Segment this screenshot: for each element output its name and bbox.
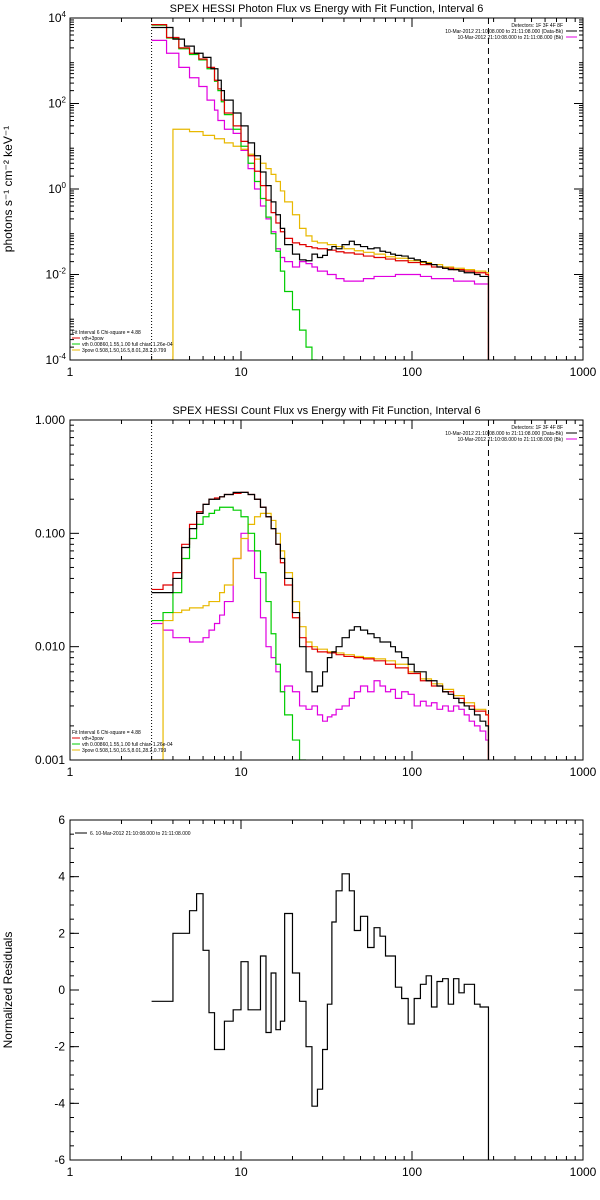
x-tick-label: 10 — [234, 765, 248, 779]
x-tick-label: 100 — [402, 1165, 422, 1179]
y-tick-label: 10-4 — [46, 352, 67, 367]
x-tick-label: 1000 — [570, 1165, 597, 1179]
chart-title: SPEX HESSI Count Flux vs Energy with Fit… — [172, 405, 480, 417]
x-tick-label: 1000 — [570, 765, 597, 779]
legend-entry-label: vth+3pow — [82, 336, 104, 342]
y-tick-label: -6 — [54, 1153, 65, 1167]
y-tick-label: 10-2 — [46, 267, 67, 282]
y-tick-label: 0 — [58, 983, 65, 997]
x-tick-label: 1 — [67, 365, 74, 379]
series-powerlaw — [151, 128, 490, 360]
x-tick-label: 100 — [402, 765, 422, 779]
chart-title: SPEX HESSI Photon Flux vs Energy with Fi… — [170, 3, 484, 15]
legend-entry-label: 3pow 0.508,1.50,16.5,8.01,28.2,0.799 — [82, 748, 166, 754]
series-powerlaw — [151, 512, 490, 760]
legend-entry-label: 6. 10-Mar-2012 21:10:08.000 to 21:11:08.… — [90, 831, 191, 837]
legend-entry-label: Detectors: 1F 3F 4F 8F — [511, 23, 563, 29]
plot-area — [151, 18, 490, 360]
y-tick-label: 100 — [48, 181, 66, 196]
y-tick-label: 104 — [48, 10, 66, 25]
y-tick-label: 2 — [58, 926, 65, 940]
legend-entry-label: 10-Mar-2012 21:10:08.000 to 21:11:08.000… — [445, 29, 563, 35]
legend-entry-label: 10-Mar-2012 21:10:08.000 to 21:11:08.000… — [445, 431, 563, 437]
series-background — [151, 39, 490, 360]
x-tick-label: 100 — [402, 365, 422, 379]
residuals-panel: 1 10 100 1000 -6 -4 -2 0 2 4 6 Normalized Residuals… — [1, 813, 597, 1179]
x-tick-label: 1 — [67, 1165, 74, 1179]
plot-area — [151, 420, 490, 760]
series-total-fit — [151, 491, 490, 760]
legend-entry-label: vth 0.00860,1.55,1.00 full chian 1.26e-0… — [82, 342, 173, 348]
legend-header: Fit Interval 6 Chi-square = 4.88 — [72, 730, 141, 736]
plot-area — [151, 873, 490, 1160]
y-tick-label: 0.001 — [35, 753, 65, 767]
plot-frame — [69, 419, 584, 761]
series-background — [151, 532, 490, 760]
series-thermal — [151, 506, 307, 760]
y-axis-label: photons s⁻¹ cm⁻² keV⁻¹ — [1, 126, 15, 252]
plot-frame — [69, 819, 584, 1161]
legend-entry-label: 3pow 0.508,1.50,16.5,8.01,28.2,0.799 — [82, 348, 166, 354]
y-tick-label: -4 — [54, 1096, 65, 1110]
series-total-fit — [151, 24, 490, 360]
y-tick-label: -2 — [54, 1040, 65, 1054]
y-tick-label: 0.100 — [35, 526, 65, 540]
y-tick-label: 4 — [58, 870, 65, 884]
x-tick-label: 1000 — [570, 365, 597, 379]
y-tick-label: 102 — [48, 96, 66, 111]
x-tick-label: 1 — [67, 765, 74, 779]
legend-entry-label: vth+3pow — [82, 736, 104, 742]
x-tick-label: 10 — [234, 1165, 248, 1179]
legend-entry-label: 10-Mar-2012 21:10:08.000 to 21:11:08.000… — [457, 35, 563, 41]
series-data — [151, 491, 490, 760]
legend-entry-label: vth 0.00860,1.55,1.00 full chian 1.26e-0… — [82, 742, 173, 748]
x-tick-label: 10 — [234, 365, 248, 379]
series-thermal — [151, 24, 318, 360]
plot-frame — [69, 17, 584, 361]
count-flux-panel: SPEX HESSI Count Flux vs Energy with Fit… — [35, 405, 597, 779]
legend-entry-label: Detectors: 1F 3F 4F 8F — [511, 425, 563, 431]
y-tick-label: 0.010 — [35, 640, 65, 654]
y-axis-label: Normalized Residuals — [1, 932, 15, 1049]
series-data — [151, 26, 490, 360]
y-tick-label: 6 — [58, 813, 65, 827]
series-data — [151, 873, 490, 1160]
y-tick-label: 1.000 — [35, 413, 65, 427]
photon-flux-panel: SPEX HESSI Photon Flux vs Energy with Fi… — [1, 3, 597, 379]
legend-entry-label: 10-Mar-2012 21:10:08.000 to 21:11:08.000… — [457, 437, 563, 443]
legend-header: Fit Interval 6 Chi-square = 4.88 — [72, 330, 141, 336]
